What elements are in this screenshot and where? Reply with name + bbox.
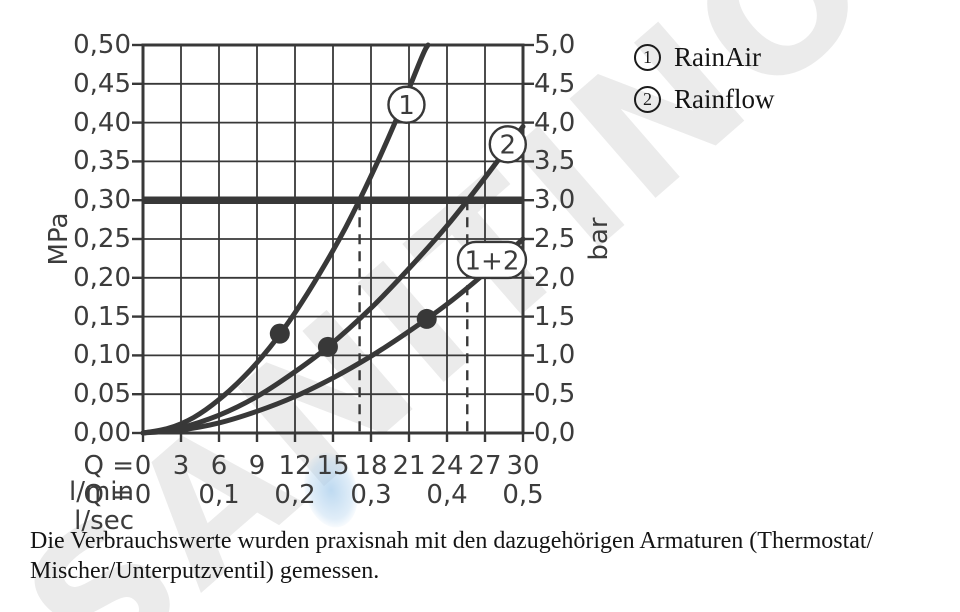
y-left-tick-label: 0,25 bbox=[73, 224, 131, 254]
y-left-tick-label: 0,00 bbox=[73, 418, 131, 448]
legend-number-icon: 1 bbox=[634, 44, 661, 71]
y-right-tick-label: 1,5 bbox=[534, 301, 576, 332]
y-right-tick-label: 1,0 bbox=[534, 340, 576, 371]
x-lmin-tick-label: 18 bbox=[354, 451, 388, 481]
x-lsec-tick-label: 0,1 bbox=[198, 480, 240, 510]
curve-data-dot bbox=[416, 308, 437, 329]
caption-line-2: Mischer/Unterputzventil) gemessen. bbox=[30, 558, 380, 584]
y-left-tick-label: 0,10 bbox=[73, 340, 131, 371]
y-left-tick-label: 0,15 bbox=[73, 301, 131, 332]
y-right-tick-label: 2,0 bbox=[534, 262, 576, 293]
y-left-tick-label: 0,50 bbox=[73, 30, 131, 60]
curve-label-badge-2 bbox=[488, 125, 527, 164]
x-lmin-tick-label: 6 bbox=[210, 451, 228, 481]
x-lmin-tick-label: 21 bbox=[392, 451, 426, 481]
curve-label-badge-1 bbox=[387, 85, 426, 124]
x-lmin-tick-label: 24 bbox=[430, 451, 464, 481]
y-left-tick-label: 0,20 bbox=[73, 262, 131, 293]
x-lsec-tick-label: 0,4 bbox=[426, 480, 468, 510]
x-lmin-tick-label: 27 bbox=[468, 451, 502, 481]
curve-label-text-2: 2 bbox=[500, 131, 517, 161]
y-right-tick-label: 0,5 bbox=[534, 379, 576, 410]
legend: 1 RainAir 2 Rainflow bbox=[634, 42, 775, 115]
y-right-tick-label: 5,0 bbox=[534, 30, 576, 60]
y-right-tick-label: 3,0 bbox=[534, 185, 576, 216]
x-lsec-tick-label: 0 bbox=[134, 480, 152, 510]
y-left-tick-label: 0,45 bbox=[73, 68, 131, 99]
y-left-tick-label: 0,05 bbox=[73, 379, 131, 410]
legend-label: RainAir bbox=[674, 42, 761, 72]
x-lmin-tick-label: 30 bbox=[506, 451, 540, 481]
caption: Die Verbrauchswerte wurden praxisnah mit… bbox=[30, 526, 930, 586]
curve-label-text-1+2: 1+2 bbox=[465, 246, 520, 276]
y-left-tick-label: 0,30 bbox=[73, 185, 131, 216]
curve-label-badge-1+2 bbox=[456, 240, 528, 280]
legend-number-icon: 2 bbox=[634, 86, 661, 113]
x-lsec-tick-label: 0,3 bbox=[350, 480, 392, 510]
y-right-tick-label: 3,5 bbox=[534, 146, 576, 177]
x-axis-lsec-label: Q = l/sec bbox=[74, 480, 134, 536]
legend-label: Rainflow bbox=[674, 84, 775, 114]
x-lmin-tick-label: 0 bbox=[134, 451, 152, 481]
x-lmin-tick-label: 9 bbox=[248, 451, 266, 481]
x-lmin-tick-label: 15 bbox=[316, 451, 350, 481]
curve-data-dot bbox=[317, 336, 338, 357]
x-lmin-tick-label: 12 bbox=[278, 451, 312, 481]
y-left-tick-label: 0,35 bbox=[73, 146, 131, 177]
legend-item-rainflow: 2 Rainflow bbox=[634, 84, 775, 115]
legend-item-rainair: 1 RainAir bbox=[634, 42, 775, 73]
plot-border bbox=[141, 43, 525, 435]
y-left-tick-label: 0,40 bbox=[73, 107, 131, 138]
x-lsec-tick-label: 0,2 bbox=[274, 480, 316, 510]
y-right-tick-label: 2,5 bbox=[534, 224, 576, 254]
curve-label-text-1: 1 bbox=[398, 91, 415, 121]
curve-1+2 bbox=[140, 236, 526, 436]
x-lmin-tick-label: 3 bbox=[172, 451, 190, 481]
x-lsec-tick-label: 0,5 bbox=[502, 480, 544, 510]
y-right-tick-label: 4,5 bbox=[534, 68, 576, 99]
y-right-tick-label: 0,0 bbox=[534, 418, 576, 448]
curve-data-dot bbox=[269, 323, 290, 344]
caption-line-1: Die Verbrauchswerte wurden praxisnah mit… bbox=[30, 528, 874, 554]
x-axis-lmin-label: Q = l/min bbox=[68, 451, 134, 507]
y-right-tick-label: 4,0 bbox=[534, 107, 576, 138]
